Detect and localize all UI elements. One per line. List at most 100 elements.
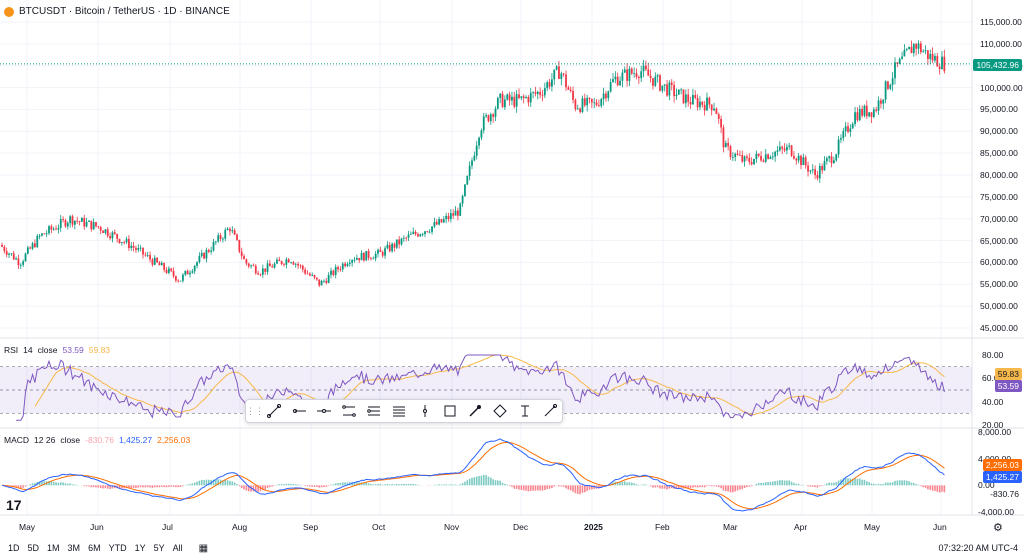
candle-body [910, 46, 913, 54]
candle-body [125, 238, 128, 243]
candle-body [283, 264, 285, 265]
macd-hist-bar [276, 484, 278, 486]
macd-hist-bar [861, 479, 863, 486]
range-button-all[interactable]: All [172, 543, 183, 553]
range-button-5d[interactable]: 5D [27, 543, 40, 553]
macd-hist-bar [381, 484, 384, 486]
candle-body [358, 258, 361, 261]
candle-body [854, 112, 856, 124]
path-icon[interactable] [489, 401, 512, 421]
macd-hist-tag: -830.76 [987, 488, 1022, 500]
macd-hist-bar [137, 485, 140, 488]
range-button-ytd[interactable]: YTD [108, 543, 127, 553]
candle-body [311, 275, 314, 276]
candle-body [459, 203, 462, 216]
text-cursor-icon[interactable] [514, 401, 537, 421]
range-button-1y[interactable]: 1Y [134, 543, 146, 553]
macd-hist-bar [104, 485, 107, 489]
tradingview-logo[interactable]: 17 [6, 497, 22, 513]
parallel-channel-icon[interactable] [338, 401, 361, 421]
macd-hist-bar [490, 477, 492, 486]
macd-hist-bar [454, 484, 457, 486]
candle-body [245, 259, 248, 264]
calendar-icon[interactable]: ▦ [198, 542, 209, 554]
macd-hist-bar [50, 481, 53, 486]
macd-hist-bar [64, 483, 67, 486]
symbol-title: BTCUSDT · Bitcoin / TetherUS · 1D · BINA… [19, 6, 230, 17]
macd-hist-bar [678, 485, 680, 489]
candle-body [929, 54, 932, 60]
candle-body [755, 153, 758, 159]
macd-hist-bar [12, 485, 15, 488]
candle-body [318, 279, 321, 286]
macd-hist-bar [255, 485, 257, 492]
time-tick-label: Jun [933, 522, 947, 532]
settings-icon[interactable]: ⚙ [993, 522, 1003, 534]
candle-body [5, 251, 8, 255]
clock-readout[interactable]: 07:32:20 AM UTC-4 [938, 543, 1018, 553]
vertical-line-icon[interactable] [413, 401, 436, 421]
arrow-line-icon[interactable] [539, 401, 562, 421]
candle-body [59, 219, 62, 228]
range-button-3m[interactable]: 3M [67, 543, 81, 553]
candle-body [877, 100, 880, 111]
candle-body [562, 73, 565, 75]
range-button-1m[interactable]: 1M [47, 543, 60, 553]
candle-body [111, 232, 114, 239]
candle-body [102, 230, 104, 233]
macd-hist-bar [894, 480, 896, 486]
candle-body [724, 142, 727, 148]
candle-body [313, 275, 316, 278]
macd-legend[interactable]: MACD 12 26 close -830.76 1,425.27 2,256.… [4, 435, 190, 445]
candle-body [473, 155, 476, 161]
candle-body [837, 139, 840, 155]
macd-hist-bar [572, 485, 574, 492]
candle-body [170, 268, 173, 271]
trend-line-icon[interactable] [262, 401, 285, 421]
macd-hist-bar [729, 485, 732, 493]
candle-body [614, 76, 617, 80]
candle-body [736, 153, 739, 155]
macd-hist-bar [706, 485, 708, 487]
macd-tick-label: 0.00 [978, 480, 995, 491]
range-button-5y[interactable]: 5Y [153, 543, 165, 553]
macd-hist-bar [287, 483, 290, 486]
regression-channel-icon[interactable] [363, 401, 386, 421]
macd-hist-bar [913, 482, 915, 486]
rectangle-icon[interactable] [438, 401, 461, 421]
last-price-tag: 105,432.96 [973, 59, 1022, 71]
candle-body [593, 102, 596, 104]
macd-hist-bar [541, 485, 544, 491]
horizontal-ray-icon[interactable] [287, 401, 310, 421]
candle-body [489, 114, 492, 122]
macd-hist-bar [149, 485, 151, 488]
candle-body [934, 56, 936, 61]
symbol-legend[interactable]: BTCUSDT · Bitcoin / TetherUS · 1D · BINA… [4, 6, 230, 17]
range-button-1d[interactable]: 1D [8, 543, 20, 553]
rsi-legend[interactable]: RSI 14 close 53.59 59.83 [4, 345, 110, 355]
candle-body [616, 76, 619, 86]
candle-body [673, 84, 675, 97]
macd-hist-bar [656, 485, 659, 488]
candle-body [229, 228, 231, 232]
macd-hist-bar [546, 485, 548, 489]
candle-body [760, 155, 762, 161]
macd-hist-bar [433, 484, 436, 486]
candle-body [576, 108, 579, 110]
candle-body [804, 157, 807, 166]
candle-body [689, 101, 692, 105]
macd-hist-bar [158, 485, 161, 488]
candle-body [24, 253, 27, 262]
horizontal-line-icon[interactable] [312, 401, 335, 421]
toolbar-grip-icon[interactable]: ⋮⋮ [246, 405, 264, 416]
rsi-pane [0, 354, 972, 421]
flat-lines-icon[interactable] [388, 401, 411, 421]
range-button-6m[interactable]: 6M [88, 543, 101, 553]
macd-hist-bar [701, 485, 704, 488]
macd-hist-bar [257, 485, 259, 492]
candle-body [844, 126, 847, 132]
macd-tick-label: -4,000.00 [978, 507, 1014, 517]
candle-body [259, 274, 262, 276]
brush-icon[interactable] [463, 401, 486, 421]
